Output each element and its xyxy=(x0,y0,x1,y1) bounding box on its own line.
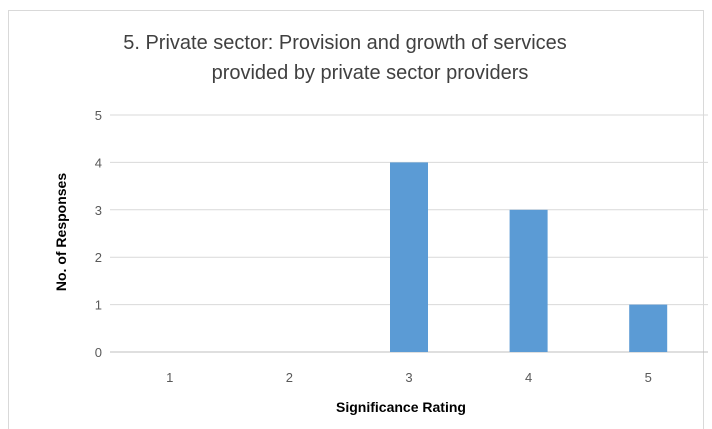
bar-rating-3 xyxy=(390,162,428,352)
x-tick-label: 3 xyxy=(405,370,412,385)
y-axis-title: No. of Responses xyxy=(53,173,69,291)
x-tick-label: 5 xyxy=(645,370,652,385)
chart-frame xyxy=(8,10,704,429)
bar-rating-5 xyxy=(629,304,668,352)
x-axis-title: Significance Rating xyxy=(336,399,466,415)
bars xyxy=(390,162,668,352)
y-tick-label: 5 xyxy=(95,108,102,123)
chart-title-line-1: 5. Private sector: Provision and growth … xyxy=(123,32,567,54)
x-tick-labels: 1 2 3 4 5 xyxy=(166,370,652,385)
y-tick-label: 1 xyxy=(95,298,102,313)
y-tick-label: 0 xyxy=(95,345,102,360)
chart-title-line-2: provided by private sector providers xyxy=(212,62,529,84)
x-tick-label: 2 xyxy=(286,370,293,385)
x-tick-label: 1 xyxy=(166,370,173,385)
y-tick-label: 2 xyxy=(95,250,102,265)
y-tick-label: 3 xyxy=(95,203,102,218)
y-tick-label: 4 xyxy=(95,155,102,170)
y-tick-labels: 0 1 2 3 4 5 xyxy=(95,108,102,360)
bar-rating-4 xyxy=(509,209,548,352)
x-tick-label: 4 xyxy=(525,370,532,385)
